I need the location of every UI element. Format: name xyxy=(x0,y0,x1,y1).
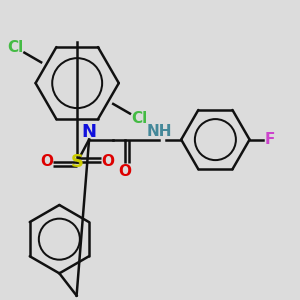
Text: Cl: Cl xyxy=(7,40,23,55)
Text: Cl: Cl xyxy=(131,111,147,126)
Text: NH: NH xyxy=(146,124,172,139)
Text: O: O xyxy=(40,154,53,169)
Text: N: N xyxy=(82,123,97,141)
Text: F: F xyxy=(264,132,275,147)
Text: O: O xyxy=(118,164,131,179)
Text: O: O xyxy=(101,154,114,169)
Text: S: S xyxy=(71,153,84,171)
